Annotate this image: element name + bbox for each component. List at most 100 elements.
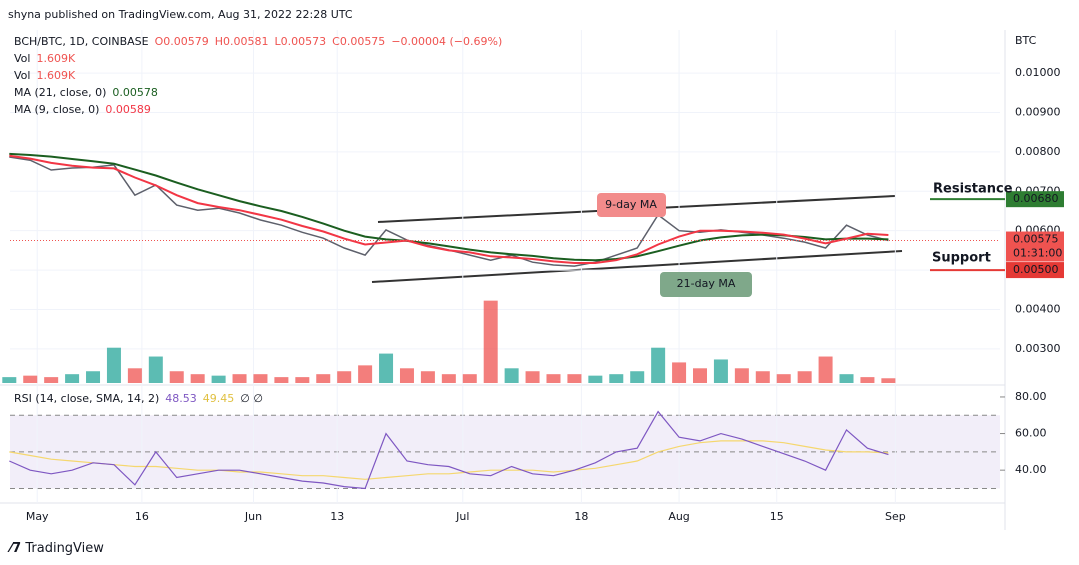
volume-bar [609, 374, 624, 383]
volume-bar [2, 377, 17, 383]
legend-ma21: MA (21, close, 0) 0.00578 [14, 86, 158, 99]
vol-name: Vol [14, 52, 30, 65]
rsi-sma-line [9, 440, 889, 480]
volume-bar [399, 368, 414, 383]
vol-value: 1.609K [36, 52, 75, 65]
vol-value: 1.609K [36, 69, 75, 82]
level-label: 0.00500 [1013, 263, 1059, 276]
rsi-tick-label: 40.00 [1015, 463, 1047, 476]
x-tick-label: 15 [770, 510, 784, 523]
level-label: 0.00680 [1013, 192, 1059, 205]
volume-bar [420, 371, 435, 383]
volume-bar [169, 371, 184, 383]
sma-value: 49.45 [203, 392, 235, 405]
rsi-value: 48.53 [165, 392, 197, 405]
logo: ⁄7 TradingView [7, 541, 104, 556]
volume-bar [755, 371, 770, 383]
price-line [9, 152, 889, 262]
volume-bar [86, 371, 101, 383]
volume-bar [148, 356, 163, 383]
volume-bar [462, 374, 477, 383]
close: C0.00575 [332, 35, 385, 48]
rsi-line [9, 410, 889, 490]
footer: TradingView [24, 541, 104, 556]
resistance-label: Resistance [933, 182, 1013, 197]
countdown: 01:31:00 [1013, 247, 1062, 260]
low: L0.00573 [275, 35, 327, 48]
volume-bar [106, 347, 121, 383]
price-line [9, 154, 889, 264]
rsi-extra: ∅ ∅ [240, 392, 263, 405]
channel-line [371, 250, 903, 283]
x-tick-label: Jul [455, 510, 469, 523]
x-tick-label: May [26, 510, 49, 523]
volume-bar [713, 359, 728, 383]
y-tick-label: 0.00900 [1015, 105, 1061, 118]
volume-bar [127, 368, 142, 383]
x-tick-label: Aug [668, 510, 689, 523]
x-tick-label: 13 [330, 510, 344, 523]
x-tick-label: Jun [244, 510, 262, 523]
volume-bar [190, 374, 205, 383]
ma-name: MA (9, close, 0) [14, 103, 99, 116]
volume-bar [525, 371, 540, 383]
volume-bar [881, 378, 896, 383]
legend-vol: Vol 1.609K [14, 52, 76, 65]
level-box [1006, 262, 1064, 279]
last-price-label: 0.00575 [1013, 233, 1059, 246]
volume-bar [232, 374, 247, 383]
volume-bar [253, 374, 268, 383]
volume-bar [651, 347, 666, 383]
volume-bar [316, 374, 331, 383]
legend-vol: Vol 1.609K [14, 69, 76, 82]
volume-bar [44, 377, 59, 383]
ma9-callout [597, 193, 666, 217]
support-label: Support [932, 251, 991, 266]
published: shyna published on TradingView.com, Aug … [8, 8, 353, 21]
legend-main: BCH/BTC, 1D, COINBASE O0.00579 H0.00581 L0.… [14, 35, 502, 48]
rsi-tick-label: 60.00 [1015, 427, 1047, 440]
volume-bar [546, 374, 561, 383]
volume-bar [65, 374, 80, 383]
last-price-box [1006, 231, 1064, 262]
high: H0.00581 [215, 35, 269, 48]
volume-bar [274, 377, 289, 383]
symbol: BCH/BTC, 1D, COINBASE [14, 35, 149, 48]
volume-bar [504, 368, 519, 383]
volume-bar [483, 300, 498, 383]
y-tick-label: 0.00800 [1015, 145, 1061, 158]
volume-bar [358, 365, 373, 383]
volume-bar [839, 374, 854, 383]
x-tick-label: 16 [135, 510, 149, 523]
ma21-callout [660, 272, 752, 297]
ma-value: 0.00578 [112, 86, 158, 99]
volume-bar [295, 377, 310, 383]
volume-bar [797, 371, 812, 383]
ma-name: MA (21, close, 0) [14, 86, 106, 99]
volume-bar [630, 371, 645, 383]
volume-bar [860, 377, 875, 383]
y-tick-label: 0.00300 [1015, 342, 1061, 355]
volume-bar [23, 375, 38, 383]
volume-bar [567, 374, 582, 383]
x-tick-label: 18 [574, 510, 588, 523]
volume-bar [588, 375, 603, 383]
volume-bar [441, 374, 456, 383]
open: O0.00579 [155, 35, 209, 48]
volume-bar [211, 375, 226, 383]
legend-ma9: MA (9, close, 0) 0.00589 [14, 103, 151, 116]
volume-bar [776, 374, 791, 383]
volume-bar [734, 368, 749, 383]
level-box [1006, 191, 1064, 208]
volume-bar [818, 356, 833, 383]
rsi-name: RSI (14, close, SMA, 14, 2) [14, 392, 159, 405]
legend-rsi: RSI (14, close, SMA, 14, 2) 48.53 49.45 ∅ ∅ [14, 392, 263, 405]
change: −0.00004 (−0.69%) [391, 35, 502, 48]
currency: BTC [1015, 34, 1037, 47]
volume-bar [693, 368, 707, 383]
ma9-label: 9-day MA [605, 198, 657, 211]
ma21-label: 21-day MA [677, 277, 736, 290]
marks: May 16 Jun 13 Jul 18 Aug 15 Sep 0.00300 0.00400 0.0… [2, 30, 1064, 523]
ma-value: 0.00589 [105, 103, 151, 116]
vol-name: Vol [14, 69, 30, 82]
